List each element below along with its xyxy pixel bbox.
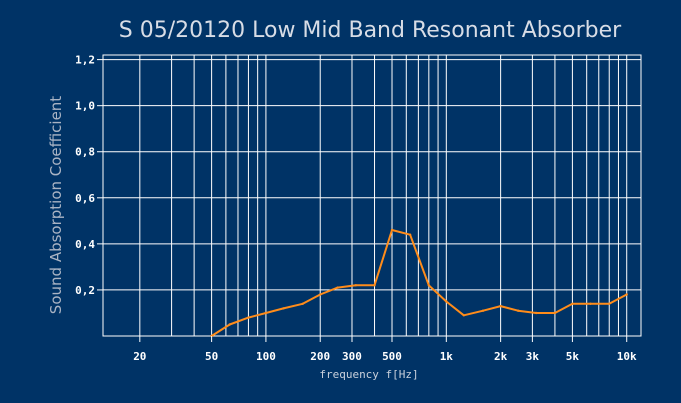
data-point — [445, 300, 448, 303]
y-tick-label: 0,8 — [75, 146, 95, 159]
y-ticks: 0,2 0,4 0,6 0,8 1,0 1,2 — [75, 54, 103, 297]
x-tick-label: 5k — [566, 350, 580, 363]
data-point — [408, 233, 412, 236]
x-tick-label: 2k — [494, 350, 508, 363]
x-ticks: 20 50 100 200 300 500 1k 2k 3k 5k 10k — [133, 336, 637, 363]
data-point — [553, 311, 557, 315]
data-point — [516, 309, 520, 312]
data-point — [373, 284, 376, 287]
x-tick-label: 50 — [205, 350, 218, 363]
y-tick-label: 1,2 — [75, 54, 95, 67]
series-layer — [210, 228, 628, 338]
x-tick-label: 500 — [382, 350, 402, 363]
plot-frame — [102, 54, 642, 337]
data-point — [535, 311, 538, 315]
data-point — [228, 323, 231, 326]
data-point — [319, 293, 322, 296]
data-point — [264, 311, 268, 315]
data-point — [625, 293, 628, 296]
x-tick-label: 300 — [342, 350, 362, 363]
data-point — [301, 302, 304, 305]
series-line — [211, 229, 628, 337]
y-axis-label: Sound Absorption Coefficient — [47, 96, 65, 314]
data-point — [336, 286, 339, 289]
data-point — [247, 316, 250, 319]
data-point — [481, 309, 485, 312]
x-tick-label: 3k — [526, 350, 540, 363]
data-point — [354, 284, 357, 287]
x-tick-label: 100 — [256, 350, 276, 363]
y-tick-label: 1,0 — [75, 100, 95, 113]
x-tick-label: 10k — [617, 350, 637, 363]
y-tick-label: 0,4 — [75, 238, 95, 251]
data-point — [499, 304, 502, 308]
y-tick-label: 0,2 — [75, 284, 95, 297]
data-point — [462, 314, 465, 317]
data-point — [282, 307, 285, 310]
data-point — [608, 302, 611, 305]
x-tick-label: 20 — [133, 350, 146, 363]
data-point — [427, 284, 430, 287]
data-point — [571, 302, 574, 305]
chart-title: S 05/20120 Low Mid Band Resonant Absorbe… — [119, 18, 622, 43]
x-axis-label: frequency f[Hz] — [319, 368, 418, 381]
y-tick-label: 0,6 — [75, 192, 95, 205]
data-point — [390, 228, 394, 232]
data-point — [589, 302, 592, 305]
x-tick-label: 200 — [310, 350, 330, 363]
grid — [103, 55, 641, 336]
x-tick-label: 1k — [440, 350, 454, 363]
